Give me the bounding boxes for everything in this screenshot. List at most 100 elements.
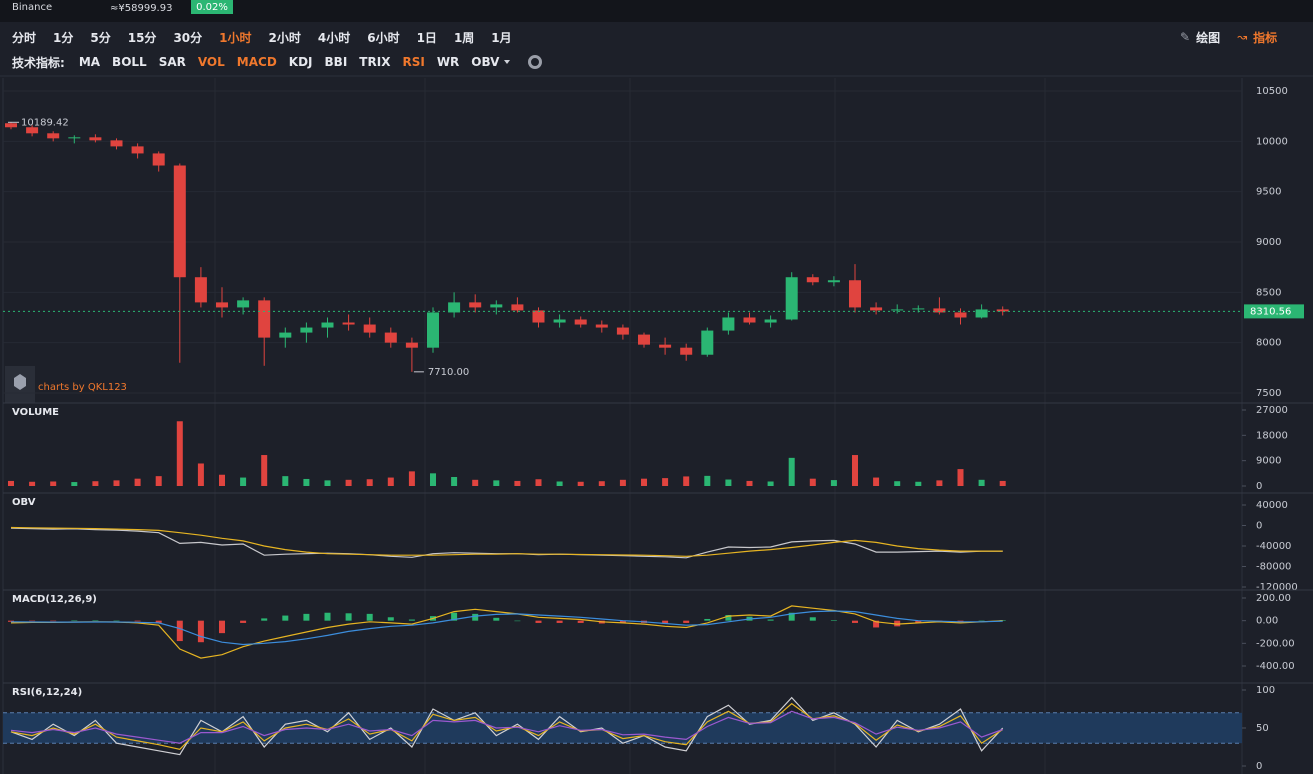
interval-button[interactable]: 分时 (12, 30, 37, 45)
candle-body (216, 302, 228, 308)
interval-button[interactable]: 30分 (173, 30, 203, 45)
interval-button[interactable]: 1周 (453, 30, 475, 45)
volume-bar (345, 479, 352, 486)
candle-body (5, 123, 17, 128)
volume-bar (303, 478, 310, 486)
candle-body (933, 308, 946, 313)
exchange-name: Binance (12, 2, 52, 13)
candle-body (89, 137, 102, 141)
histogram-bar (493, 617, 500, 621)
y-tick-label: 0.00 (1256, 616, 1278, 627)
y-tick-label: 8500 (1256, 287, 1281, 298)
histogram-bar (662, 620, 669, 624)
histogram-bar (704, 618, 711, 621)
interval-bar: 分时 1分 5分 15分 30分 1小时 2小时 4小时 6小时 1日 1周 1月 (12, 28, 529, 46)
histogram-bar (809, 617, 816, 621)
indicator-button[interactable]: TRIX (359, 55, 391, 69)
candle-body (975, 309, 988, 318)
indicator-button[interactable]: BOLL (112, 55, 147, 69)
volume-bar (894, 481, 901, 486)
y-tick-label: 200.00 (1256, 593, 1291, 604)
volume-bar (366, 479, 373, 486)
volume-bar (577, 481, 584, 486)
volume-bar (767, 481, 774, 486)
indicator-button[interactable]: RSI (402, 55, 425, 69)
interval-button[interactable]: 2小时 (268, 30, 301, 45)
histogram-bar (978, 620, 985, 622)
panel-title: VOLUME (12, 407, 59, 418)
panel-title: RSI(6,12,24) (12, 687, 82, 698)
histogram-bar (50, 620, 57, 622)
volume-bar (725, 479, 732, 486)
interval-button[interactable]: 1小时 (219, 30, 252, 45)
histogram-bar (577, 620, 584, 623)
candle-body (743, 317, 756, 323)
candle-body (806, 277, 819, 283)
indicator-button[interactable]: OBV (471, 55, 511, 69)
histogram-bar (830, 620, 837, 621)
watermark: charts by QKL123 (38, 382, 127, 393)
draw-button[interactable]: 绘图 (1196, 30, 1221, 45)
interval-button[interactable]: 5分 (90, 30, 111, 45)
series-line (10, 527, 1003, 559)
indicator-button[interactable]: BBI (324, 55, 348, 69)
candle-body (173, 165, 186, 278)
histogram-bar (92, 620, 99, 621)
volume-bar (92, 481, 99, 486)
dropdown-caret[interactable] (504, 60, 511, 64)
volume-bar (282, 476, 289, 486)
indicator-button[interactable]: MACD (236, 55, 277, 69)
histogram-bar (8, 620, 14, 622)
panel-title: OBV (12, 497, 36, 508)
volume-bar (113, 480, 120, 486)
y-tick-label: 0 (1256, 481, 1262, 492)
candle-body (279, 332, 292, 338)
interval-button[interactable]: 1日 (416, 30, 437, 45)
histogram-bar (472, 613, 479, 621)
candle-body (701, 330, 714, 355)
header-price: ≈¥58999.93 (110, 3, 172, 14)
volume-bar (978, 479, 985, 486)
candle-body (68, 137, 81, 139)
candle-body (638, 334, 650, 345)
candle-body (384, 332, 397, 343)
histogram-bar (788, 612, 795, 621)
interval-button[interactable]: 1分 (53, 30, 74, 45)
histogram-bar (219, 620, 225, 634)
histogram-bar (619, 620, 626, 623)
indicator-button[interactable]: SAR (158, 55, 186, 69)
settings-icon[interactable] (528, 55, 543, 69)
interval-button[interactable]: 4小时 (317, 30, 351, 45)
indicator-button[interactable]: WR (436, 55, 460, 69)
series-line (10, 526, 1003, 557)
draw-icon: ✎ (1180, 30, 1191, 44)
indicator-button[interactable]: VOL (197, 55, 225, 69)
volume-bar (408, 471, 415, 486)
interval-button[interactable]: 15分 (127, 30, 157, 45)
interval-button[interactable]: 1月 (491, 30, 512, 45)
indicator-button[interactable]: MA (78, 55, 101, 69)
interval-button[interactable]: 6小时 (367, 30, 400, 45)
candle-body (680, 347, 693, 355)
histogram-bar (113, 620, 120, 622)
indicator-button[interactable]: 指标 (1253, 30, 1278, 45)
candle-body (448, 302, 461, 313)
histogram-bar (261, 618, 268, 621)
indicator-bar: 技术指标: MA BOLL SAR VOL MACD KDJ BBI TRIX RSI WR OBV (12, 53, 543, 71)
volume-bar (50, 481, 57, 486)
histogram-bar (999, 620, 1006, 621)
y-tick-label: 27000 (1256, 405, 1288, 416)
volume-bar (71, 482, 78, 486)
indicator-button[interactable]: KDJ (288, 55, 313, 69)
indicator-label: 技术指标: (12, 55, 65, 70)
histogram-bar (324, 612, 331, 621)
histogram-bar (725, 615, 732, 621)
volume-bar (809, 478, 816, 486)
volume-bar (261, 455, 268, 486)
volume-bar (830, 480, 837, 486)
volume-bar (134, 478, 141, 486)
y-tick-label: 9000 (1256, 456, 1281, 467)
candle-body (532, 310, 545, 323)
